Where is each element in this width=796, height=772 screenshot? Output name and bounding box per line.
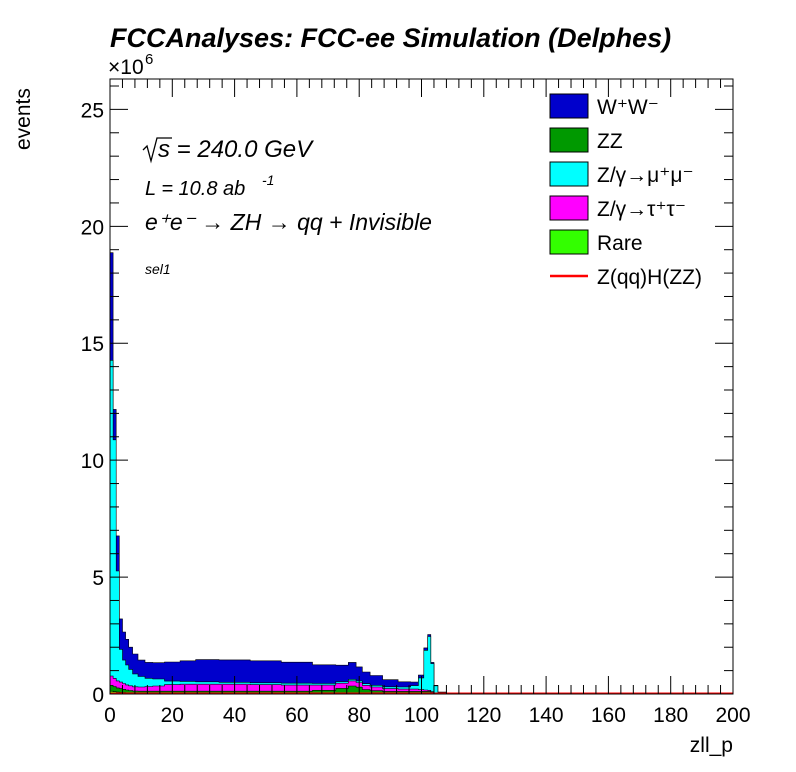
legend-swatch [549, 93, 589, 119]
stacked-histograms [109, 252, 733, 695]
y-tick-label: 0 [92, 684, 104, 707]
annotation-sqrt-s: s = 240.0 GeV [142, 136, 314, 164]
y-tick-label: 20 [81, 216, 104, 239]
x-tick-label: 0 [104, 704, 116, 727]
legend-swatch [549, 127, 589, 153]
legend-label: Rare [597, 232, 643, 255]
y-axis-label: events [12, 88, 35, 150]
x-tick-label: 140 [529, 704, 564, 727]
x-tick-label: 60 [285, 704, 308, 727]
x-axis-label: zll_p [690, 734, 733, 757]
y-tick-label: 10 [81, 450, 104, 473]
x-axis-ticks: 0 20 40 60 80 100 120 140 160 180 200 [104, 79, 751, 727]
legend-label: ZZ [597, 130, 623, 153]
legend-label: Z(qq)H(ZZ) [597, 266, 702, 289]
legend-label: Z/γ→τ⁺τ⁻ [597, 198, 686, 221]
process-text: e⁺e⁻ → ZH → qq + Invisible [145, 209, 432, 235]
x-tick-label: 120 [466, 704, 501, 727]
stack-area-3 [109, 360, 733, 695]
legend-label: W⁺W⁻ [597, 96, 659, 119]
legend: W⁺W⁻ ZZ Z/γ→μ⁺μ⁻ Z/γ→τ⁺τ⁻ Rare Z(qq)H(ZZ) [549, 93, 702, 289]
stack-area-4 [109, 252, 733, 695]
x-tick-label: 40 [223, 704, 246, 727]
chart-title: FCCAnalyses: FCC-ee Simulation (Delphes) [110, 23, 671, 53]
x-tick-label: 80 [348, 704, 371, 727]
legend-label: Z/γ→μ⁺μ⁻ [597, 164, 694, 187]
y-exponent-power: 6 [145, 51, 153, 68]
y-tick-label: 5 [92, 567, 104, 590]
sqrt-s-text: s = 240.0 GeV [158, 136, 314, 163]
y-exponent: ×10 [108, 56, 144, 79]
lumi-text: L = 10.8 ab [145, 178, 245, 200]
x-tick-label: 20 [161, 704, 184, 727]
stack-area-1 [109, 685, 733, 695]
x-tick-label: 100 [404, 704, 439, 727]
x-tick-label: 160 [591, 704, 626, 727]
x-tick-label: 180 [653, 704, 688, 727]
legend-swatch [549, 161, 589, 187]
lumi-power: -1 [262, 172, 274, 188]
selection-text: sel1 [145, 261, 171, 277]
legend-swatch [549, 195, 589, 221]
y-axis-ticks: 0 5 10 15 20 25 [81, 85, 733, 707]
legend-swatch [549, 229, 589, 255]
stack-area-2 [109, 675, 733, 695]
x-tick-label: 200 [715, 704, 750, 727]
y-tick-label: 25 [81, 99, 104, 122]
y-tick-label: 15 [81, 333, 104, 356]
